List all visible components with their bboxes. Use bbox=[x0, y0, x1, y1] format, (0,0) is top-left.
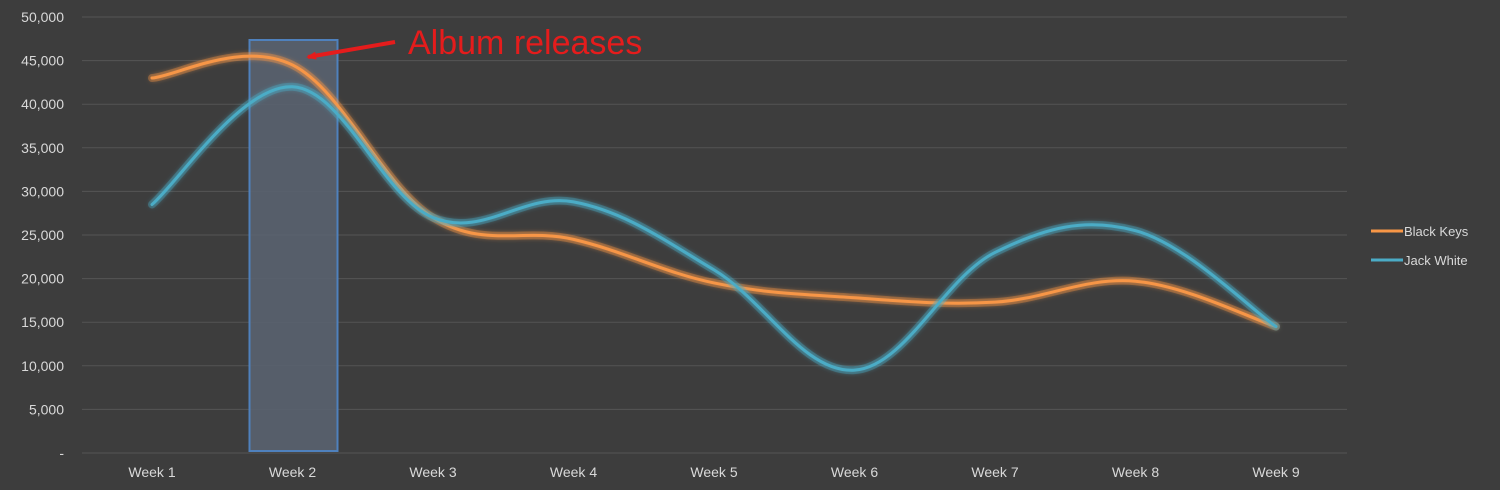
y-tick-label: - bbox=[59, 445, 64, 461]
x-axis: Week 1 Week 2 Week 3 Week 4 Week 5 Week 6 Week… bbox=[128, 464, 1299, 480]
y-tick-label: 10,000 bbox=[21, 358, 64, 374]
annotation-text: Album releases bbox=[408, 24, 642, 62]
y-tick-label: 5,000 bbox=[29, 401, 64, 417]
x-tick-label: Week 1 bbox=[128, 464, 175, 480]
y-tick-label: 40,000 bbox=[21, 96, 64, 112]
legend-label: Jack White bbox=[1404, 253, 1468, 268]
x-tick-label: Week 3 bbox=[409, 464, 456, 480]
x-tick-label: Week 7 bbox=[971, 464, 1018, 480]
series-jack-white bbox=[148, 82, 1280, 375]
series-lines bbox=[148, 52, 1280, 375]
y-tick-label: 15,000 bbox=[21, 314, 64, 330]
y-tick-label: 30,000 bbox=[21, 183, 64, 199]
x-tick-label: Week 8 bbox=[1112, 464, 1159, 480]
legend: Black Keys Jack White bbox=[1371, 224, 1469, 268]
series-line bbox=[150, 54, 1278, 329]
highlight-rect bbox=[248, 39, 339, 452]
y-tick-label: 50,000 bbox=[21, 9, 64, 25]
x-tick-label: Week 4 bbox=[550, 464, 597, 480]
series-black-keys bbox=[148, 52, 1280, 331]
x-tick-label: Week 9 bbox=[1252, 464, 1299, 480]
x-tick-label: Week 6 bbox=[831, 464, 878, 480]
legend-label: Black Keys bbox=[1404, 224, 1469, 239]
x-tick-label: Week 5 bbox=[690, 464, 737, 480]
highlight-region bbox=[248, 39, 339, 452]
y-tick-label: 20,000 bbox=[21, 271, 64, 287]
annotation-arrow bbox=[306, 40, 396, 60]
y-tick-label: 45,000 bbox=[21, 53, 64, 69]
y-tick-label: 35,000 bbox=[21, 140, 64, 156]
x-tick-label: Week 2 bbox=[269, 464, 316, 480]
y-tick-label: 25,000 bbox=[21, 227, 64, 243]
annotation: Album releases bbox=[306, 24, 642, 62]
y-axis: - 5,000 10,000 15,000 20,000 25,000 30,000 35,0… bbox=[21, 9, 64, 461]
